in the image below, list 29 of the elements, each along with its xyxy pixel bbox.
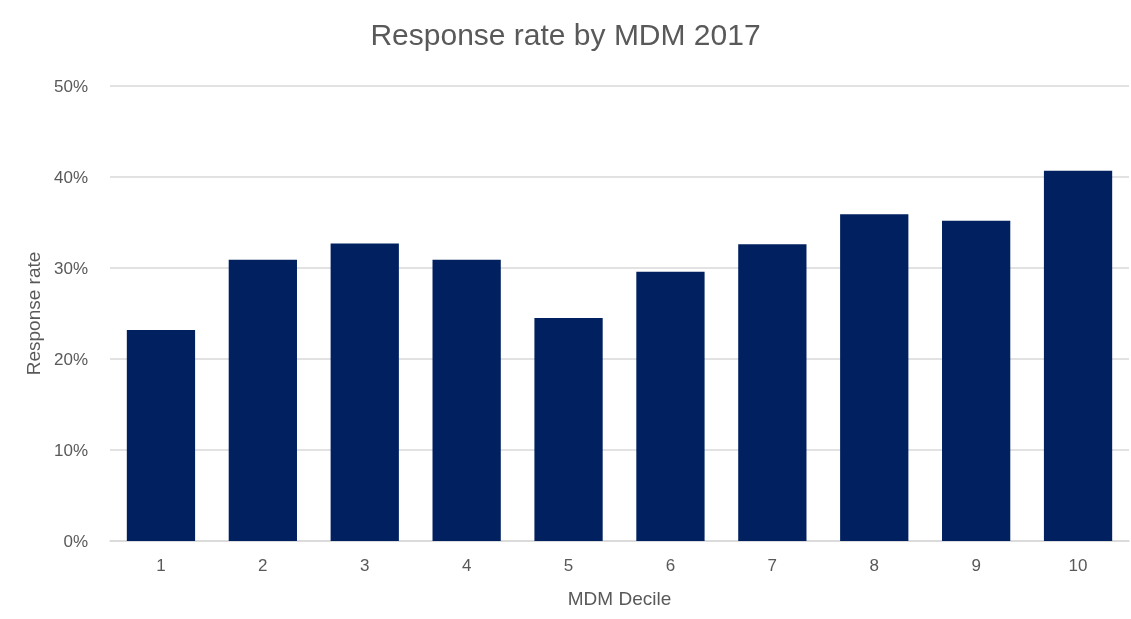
- bar: [942, 220, 1011, 541]
- y-tick-label: 0%: [63, 531, 88, 551]
- y-tick-label: 20%: [53, 349, 88, 369]
- x-tick-label: 9: [971, 556, 981, 575]
- bar: [636, 271, 705, 541]
- y-tick-label: 10%: [53, 440, 88, 460]
- x-tick-label: 7: [767, 556, 778, 575]
- x-tick-label: 5: [563, 556, 574, 575]
- bar: [1043, 170, 1113, 541]
- bar: [534, 318, 603, 541]
- chart-title: Response rate by MDM 2017: [370, 17, 761, 51]
- y-tick-label: 40%: [53, 167, 88, 187]
- x-tick-label: 8: [869, 556, 879, 575]
- x-tick-label: 10: [1068, 556, 1088, 575]
- y-tick-label: 50%: [53, 76, 88, 96]
- x-tick-label: 2: [258, 556, 268, 575]
- bar: [228, 259, 297, 541]
- x-tick-label: 1: [156, 556, 166, 575]
- bar: [432, 259, 501, 541]
- y-axis-title: Response rate: [23, 251, 45, 376]
- bar: [126, 329, 196, 541]
- bar: [840, 214, 909, 541]
- y-tick-label: 30%: [53, 258, 88, 278]
- x-tick-label: 3: [360, 556, 370, 575]
- bar: [738, 244, 807, 541]
- x-tick-label: 4: [461, 556, 472, 575]
- bar: [330, 243, 399, 541]
- x-tick-label: 6: [665, 556, 676, 575]
- x-axis-title: MDM Decile: [567, 588, 672, 609]
